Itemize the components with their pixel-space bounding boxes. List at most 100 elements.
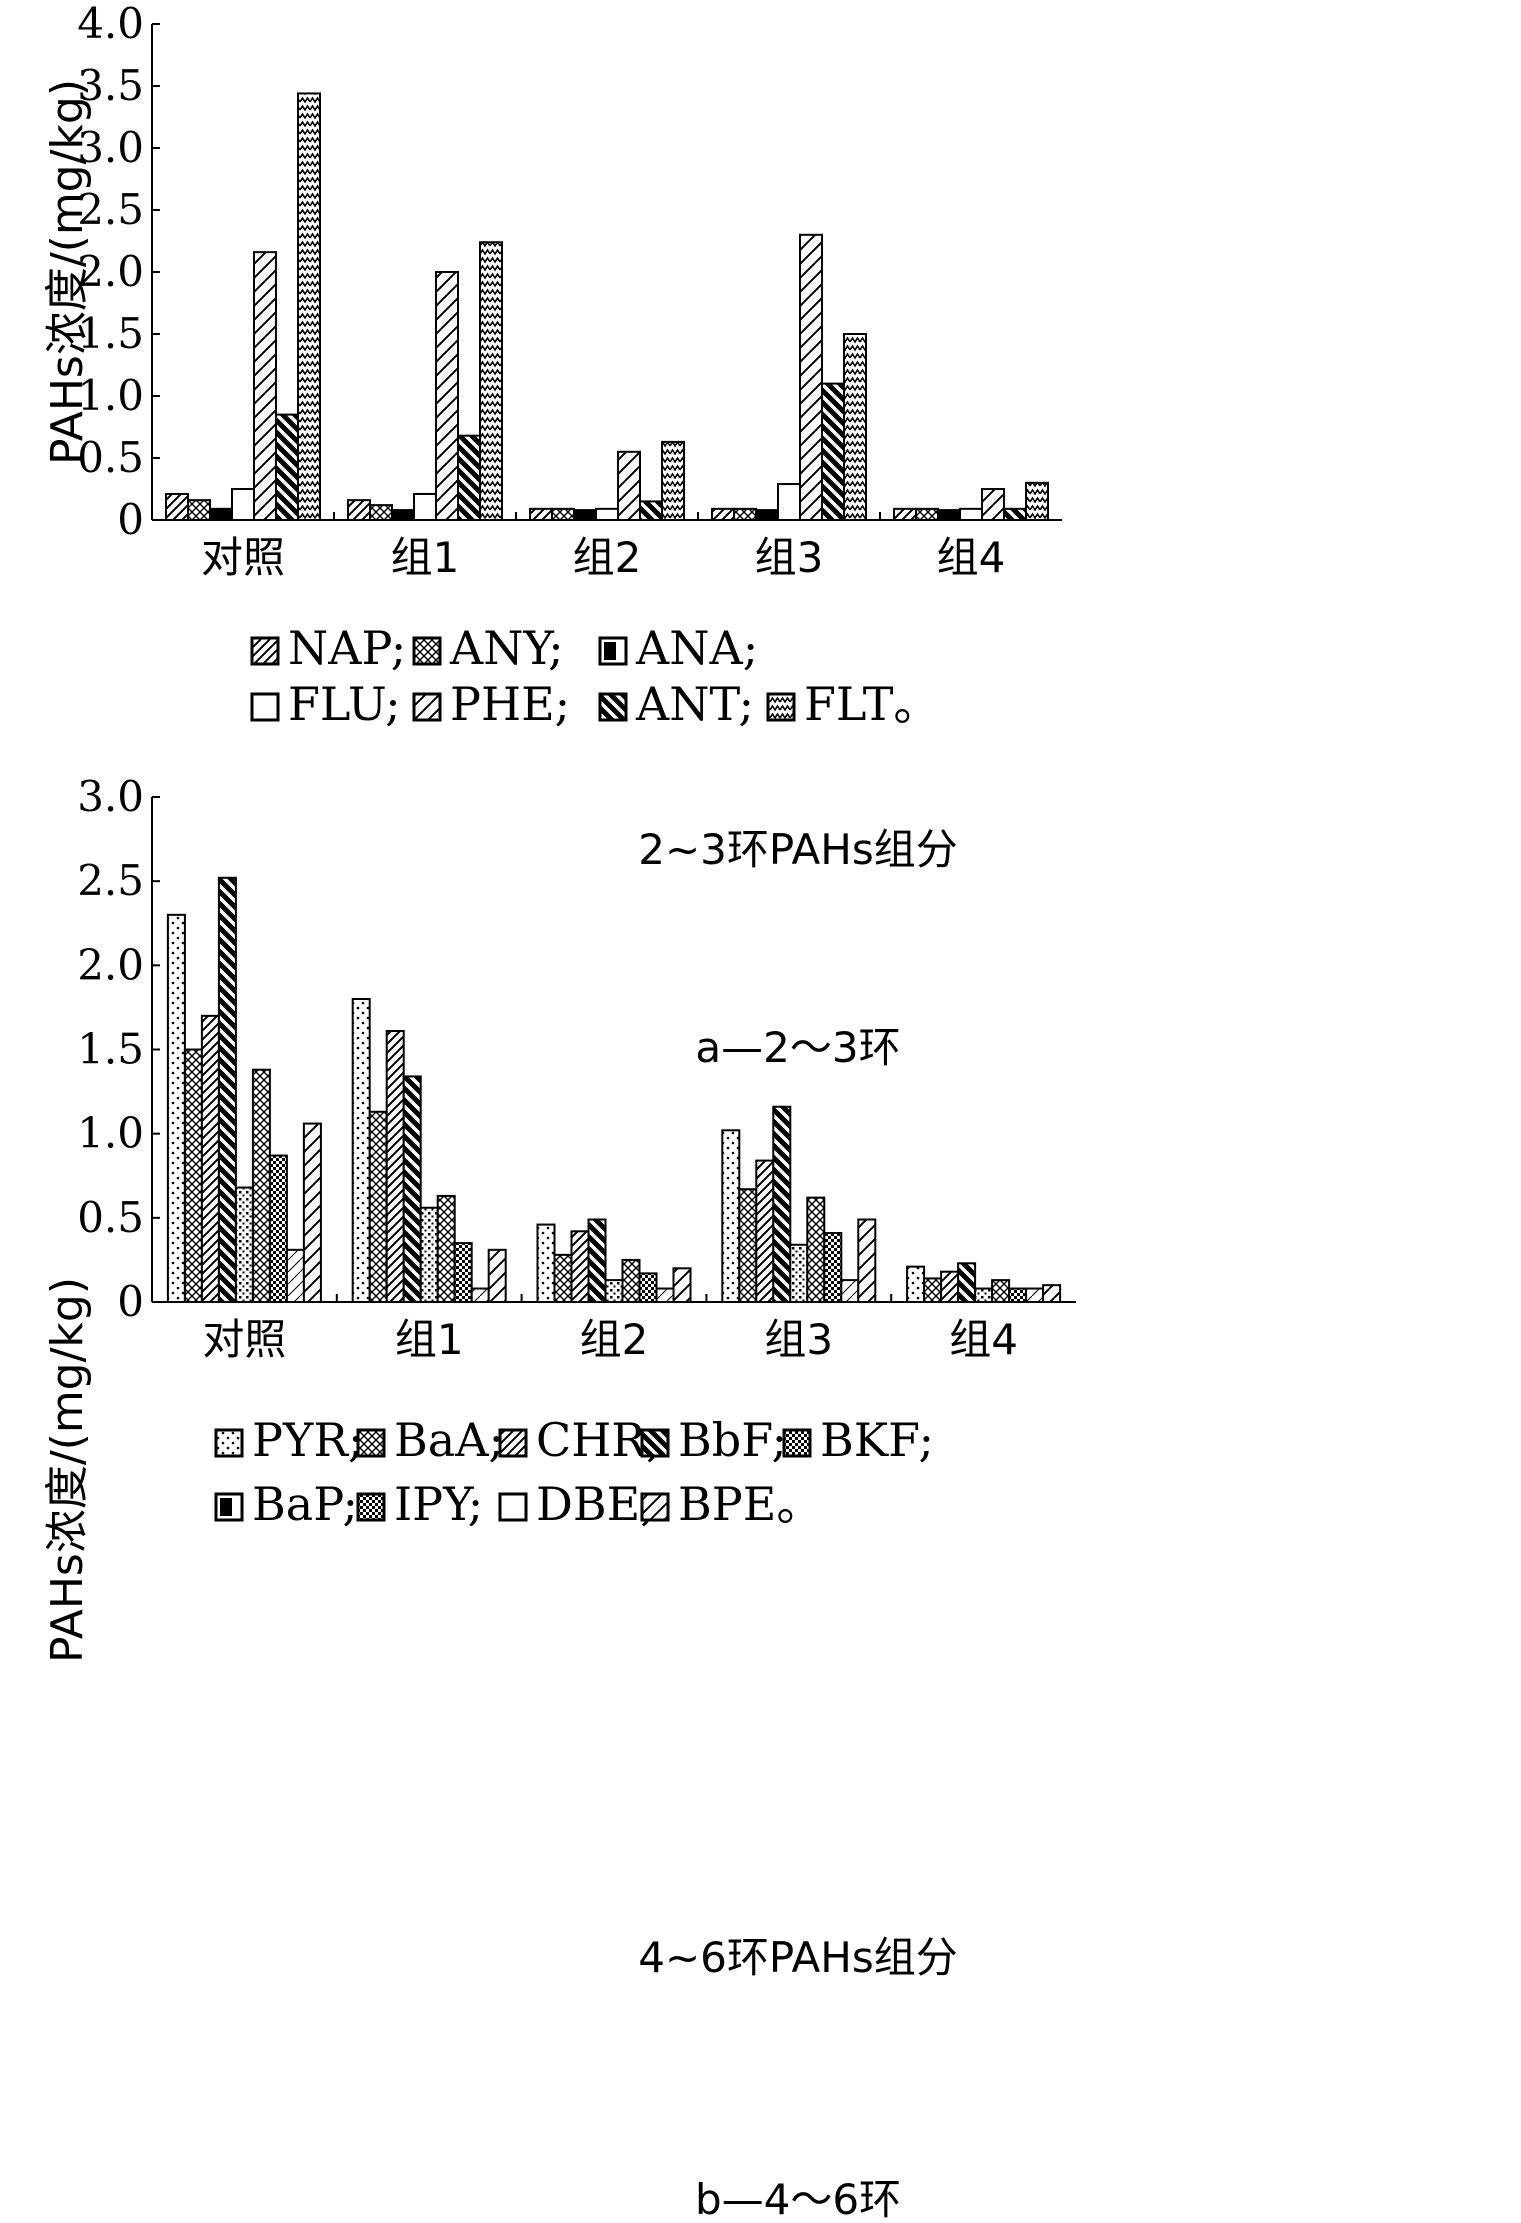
bars <box>165 92 1049 522</box>
legend-swatch <box>356 1428 386 1458</box>
bar-ana-3 <box>755 509 779 521</box>
x-tick-label: 组3 <box>764 1315 833 1364</box>
bar-flt-2 <box>661 440 685 522</box>
bar-ipy-0 <box>268 1154 288 1304</box>
bar-flu-2 <box>595 507 619 521</box>
bar-bpe-3 <box>857 1218 877 1304</box>
panel-caption: b—4～6环 <box>695 2175 901 2223</box>
bar-dbe-1 <box>470 1287 490 1303</box>
x-tick-labels: 对照 组1 组2 组3 组4 <box>202 1315 1018 1364</box>
legend-swatch <box>498 1428 528 1458</box>
legend-swatch <box>250 636 280 666</box>
bar-baa-4 <box>923 1277 943 1304</box>
bar-flt-3 <box>843 333 867 521</box>
bar-ant-0 <box>275 413 299 522</box>
bar-dbe-0 <box>285 1248 305 1303</box>
bar-phe-2 <box>617 450 641 521</box>
legend-label-bpe: BPE。 <box>678 1477 822 1531</box>
legend: NAP; ANY; ANA; FLU; PHE; ANT; FLT。 <box>250 621 939 731</box>
legend-swatch <box>598 692 628 722</box>
axes: 0 0.5 1.0 1.5 2.0 2.5 3.0 <box>77 772 1076 1326</box>
bar-ant-1 <box>457 434 481 521</box>
bar-ipy-1 <box>453 1242 473 1304</box>
bar-any-4 <box>915 507 939 521</box>
bar-nap-2 <box>529 507 553 521</box>
bar-bkf-3 <box>789 1243 809 1304</box>
legend-label-bap: BaP; <box>252 1477 358 1531</box>
bar-pyr-3 <box>721 1129 741 1304</box>
x-tick-label: 组1 <box>391 533 460 582</box>
y-tick-label: 2.0 <box>77 940 144 989</box>
bar-flt-1 <box>479 241 503 522</box>
y-tick-label: 2.5 <box>77 185 144 234</box>
bar-any-2 <box>551 507 575 521</box>
bar-bpe-2 <box>672 1267 692 1304</box>
bar-bkf-1 <box>419 1206 439 1303</box>
y-tick-label: 1.5 <box>77 1025 144 1074</box>
legend-label-flt: FLT。 <box>804 677 939 731</box>
bar-phe-4 <box>981 488 1005 521</box>
bar-any-1 <box>369 504 393 521</box>
bar-bap-4 <box>991 1279 1011 1304</box>
bar-ana-0 <box>209 507 233 521</box>
legend-label-ana: ANA; <box>635 621 758 675</box>
bar-bkf-0 <box>234 1186 254 1303</box>
y-tick-label: 2.5 <box>77 856 144 905</box>
x-tick-label: 组4 <box>937 533 1006 582</box>
legend-label-flu: FLU; <box>288 677 401 731</box>
legend-label-pyr: PYR; <box>252 1413 363 1467</box>
bar-any-0 <box>187 499 211 522</box>
x-axis-label: 2~3环PAHs组分 <box>638 825 957 874</box>
y-tick-label: 4.0 <box>77 0 144 48</box>
legend: PYR; BaA; CHR; BbF; BKF;BaP; IPY; DBE; BPE。 <box>214 1413 934 1531</box>
bar-ant-2 <box>639 500 663 521</box>
x-tick-label: 组2 <box>573 533 642 582</box>
bar-ana-2 <box>573 509 597 521</box>
chart-panel-a: PAHs浓度/(mg/kg) 0 0.5 1.0 1.5 2.0 2.5 3.0 3.5 4.0… <box>42 0 1062 1072</box>
y-tick-label: 0 <box>117 1277 144 1326</box>
bar-bbf-2 <box>587 1218 607 1304</box>
legend-swatch <box>782 1428 812 1458</box>
y-tick-label: 2.0 <box>77 247 144 296</box>
bar-bkf-2 <box>604 1279 624 1304</box>
bar-pyr-0 <box>166 913 186 1303</box>
x-tick-label: 组3 <box>755 533 824 582</box>
legend-label-phe: PHE; <box>450 677 570 731</box>
legend-label-baa: BaA; <box>394 1413 504 1467</box>
bar-any-3 <box>733 507 757 521</box>
bar-ant-3 <box>821 382 845 521</box>
bar-flu-3 <box>777 483 801 522</box>
bar-pyr-2 <box>536 1223 556 1303</box>
y-tick-label: 3.5 <box>77 61 144 110</box>
bar-ipy-2 <box>638 1272 658 1303</box>
bar-baa-3 <box>738 1188 758 1304</box>
legend-label-bbf: BbF; <box>678 1413 787 1467</box>
chart-panel-b: PAHs浓度/(mg/kg) 0 0.5 1.0 1.5 2.0 2.5 3.0 对照 组1 组… <box>42 772 1076 2223</box>
bar-bpe-4 <box>1042 1284 1062 1303</box>
axes: 0 0.5 1.0 1.5 2.0 2.5 3.0 3.5 4.0 <box>77 0 1062 544</box>
bar-pyr-4 <box>906 1265 926 1304</box>
legend-swatch <box>250 692 280 722</box>
bar-ana-1 <box>391 509 415 521</box>
legend-swatch <box>766 692 796 722</box>
bar-dbe-2 <box>655 1287 675 1303</box>
bar-chr-1 <box>385 1029 405 1303</box>
bar-nap-1 <box>347 499 371 522</box>
bar-flu-4 <box>959 507 983 521</box>
bar-chr-0 <box>200 1014 220 1303</box>
bar-bkf-4 <box>974 1287 994 1303</box>
x-tick-labels: 对照 组1 组2 组3 组4 <box>201 533 1005 582</box>
x-tick-label: 组4 <box>949 1315 1018 1364</box>
bar-flu-1 <box>413 492 437 521</box>
bar-bap-1 <box>436 1194 456 1303</box>
legend-swatch <box>640 1428 670 1458</box>
legend-label-ant: ANT; <box>635 677 754 731</box>
bar-flt-0 <box>297 92 321 521</box>
y-tick-label: 0 <box>117 495 144 544</box>
bar-nap-0 <box>165 492 189 521</box>
bar-pyr-1 <box>351 998 371 1303</box>
legend-swatch <box>412 692 442 722</box>
bar-chr-4 <box>940 1270 960 1303</box>
bar-chr-2 <box>570 1230 590 1304</box>
